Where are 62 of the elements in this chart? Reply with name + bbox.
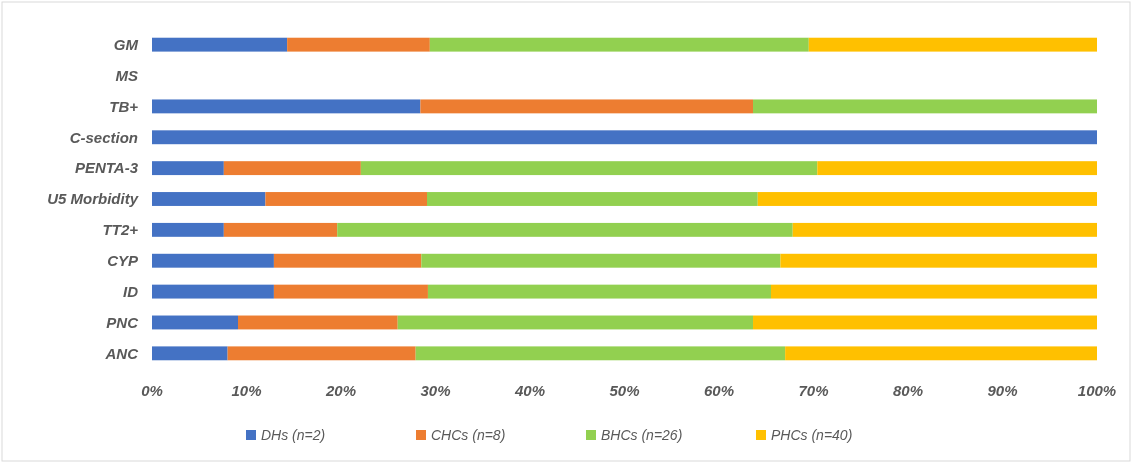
- x-tick-label: 90%: [987, 382, 1018, 399]
- bar: [152, 192, 266, 206]
- y-tick-label: TT2+: [102, 221, 139, 239]
- legend-label: DHs (n=2): [261, 426, 326, 443]
- bar: [817, 161, 1097, 176]
- bar: [753, 315, 1097, 330]
- y-tick-label: MS: [115, 66, 138, 84]
- y-tick-label: CYP: [107, 251, 139, 269]
- bar: [808, 37, 1097, 52]
- y-tick-label: C-section: [69, 128, 138, 146]
- bar: [152, 130, 1097, 145]
- bar: [152, 346, 228, 361]
- bar: [427, 284, 771, 299]
- bar: [152, 315, 238, 330]
- bar: [273, 253, 422, 268]
- x-tick-label: 40%: [513, 382, 546, 399]
- bar: [360, 161, 818, 176]
- bar: [337, 222, 793, 237]
- bar: [792, 222, 1097, 237]
- x-tick-label: 100%: [1077, 382, 1117, 399]
- bar: [397, 315, 754, 330]
- y-tick-label: ANC: [104, 344, 140, 362]
- x-tick-label: 70%: [798, 382, 829, 399]
- bar: [780, 253, 1097, 268]
- bar: [152, 99, 421, 114]
- bar: [420, 99, 754, 114]
- y-tick-label: PNC: [106, 313, 140, 331]
- bar: [152, 253, 274, 268]
- bar: [265, 192, 427, 206]
- bar: [785, 346, 1097, 361]
- bar: [427, 192, 758, 206]
- x-tick-label: 80%: [892, 382, 924, 399]
- bar: [287, 37, 430, 52]
- x-tick-label: 0%: [141, 382, 163, 399]
- x-tick-label: 60%: [703, 382, 735, 399]
- y-tick-label: U5 Morbidity: [47, 190, 139, 208]
- bar: [227, 346, 416, 361]
- bar: [753, 99, 1097, 114]
- bar: [238, 315, 398, 330]
- y-tick-label: GM: [113, 35, 139, 53]
- bar: [223, 161, 361, 176]
- bar: [223, 222, 338, 237]
- x-tick-label: 30%: [420, 382, 451, 399]
- x-tick-label: 10%: [231, 382, 262, 399]
- bar: [152, 222, 224, 237]
- y-tick-label: TB+: [109, 97, 139, 115]
- y-tick-label: PENTA-3: [74, 159, 139, 177]
- bar: [152, 161, 224, 176]
- x-tick-label: 20%: [324, 382, 357, 399]
- bar: [757, 192, 1097, 206]
- x-tick-label: 50%: [609, 382, 640, 399]
- bar: [152, 284, 274, 299]
- bar: [152, 37, 288, 52]
- bar: [421, 253, 781, 268]
- bar: [770, 284, 1097, 299]
- bar: [273, 284, 428, 299]
- y-tick-label: ID: [123, 282, 139, 300]
- bar: [429, 37, 809, 52]
- legend-label: BHCs (n=26): [601, 426, 683, 443]
- bar: [415, 346, 786, 361]
- legend-label: CHCs (n=8): [431, 426, 506, 443]
- legend-label: PHCs (n=40): [771, 426, 853, 443]
